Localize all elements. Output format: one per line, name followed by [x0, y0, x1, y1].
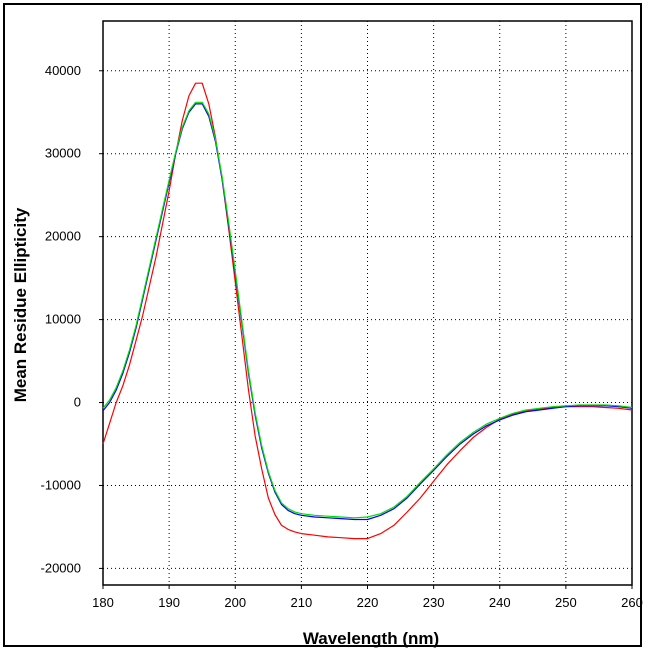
- x-tick-label: 210: [291, 595, 313, 610]
- x-tick-label: 200: [224, 595, 246, 610]
- x-tick-label: 190: [158, 595, 180, 610]
- grid: [103, 21, 632, 585]
- series-line-3: [102, 101, 633, 519]
- x-tick-label: 220: [357, 595, 379, 610]
- y-tick-label: 0: [74, 395, 81, 410]
- x-axis-title: Wavelength (nm): [303, 629, 439, 648]
- y-tick-label: -20000: [41, 560, 81, 575]
- y-tick-label: 40000: [45, 63, 81, 78]
- y-tick-label: 10000: [45, 312, 81, 327]
- x-tick-label: 250: [555, 595, 577, 610]
- x-tick-label: 260: [621, 595, 643, 610]
- series-group: [102, 82, 633, 540]
- series-line-1: [102, 82, 633, 540]
- x-tick-label: 180: [92, 595, 114, 610]
- x-axis-ticks: 180 190 200 210 220 230 240 250 260: [92, 585, 643, 610]
- y-axis-ticks: -20000 -10000 0 10000 20000 30000 40000: [41, 63, 103, 575]
- y-tick-label: 20000: [45, 229, 81, 244]
- y-axis-title: Mean Residue Ellipticity: [11, 207, 30, 402]
- chart-frame: [3, 3, 642, 647]
- x-tick-label: 240: [489, 595, 511, 610]
- y-tick-label: 30000: [45, 146, 81, 161]
- x-tick-label: 230: [423, 595, 445, 610]
- y-tick-label: -10000: [41, 477, 81, 492]
